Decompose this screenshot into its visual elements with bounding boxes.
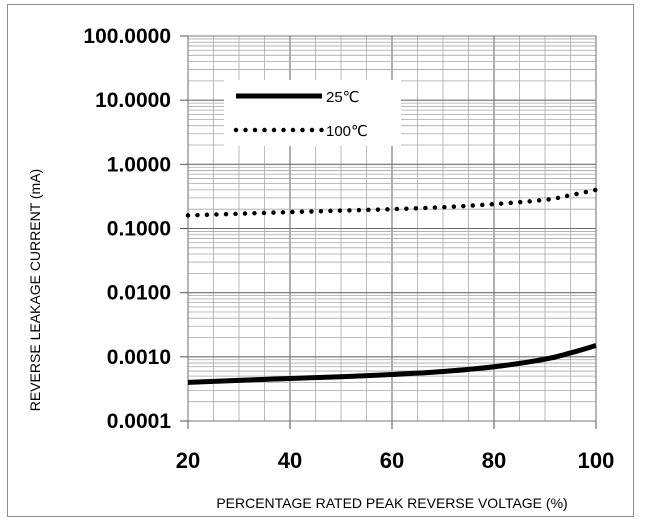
y-tick-labels: 0.0001 0.0010 0.0100 0.1000 1.0000 10.0000 100… (83, 25, 171, 433)
x-tick-label: 20 (176, 448, 200, 473)
legend-label: 100℃ (326, 123, 368, 140)
x-tick-labels: 20 40 60 80 100 (176, 448, 615, 473)
x-tick-label: 100 (578, 448, 615, 473)
x-tick-label: 60 (380, 448, 404, 473)
legend-label: 25℃ (326, 89, 360, 106)
x-tick-label: 40 (278, 448, 302, 473)
y-tick-label: 0.0001 (107, 410, 172, 433)
y-tick-label: 100.0000 (83, 25, 171, 48)
chart-frame (7, 4, 634, 517)
legend: 25℃ 100℃ (224, 80, 401, 146)
y-tick-label: 0.0010 (107, 346, 171, 369)
y-tick-label: 0.1000 (107, 218, 171, 241)
y-tick-label: 10.0000 (95, 89, 171, 112)
y-tick-label: 1.0000 (107, 153, 171, 176)
plot-area-border (180, 35, 597, 429)
series-layer (185, 187, 599, 385)
y-axis-title: REVERSE LEAKAGE CURRENT (mA) (27, 169, 43, 411)
x-tick-label: 80 (482, 448, 506, 473)
y-tick-label: 0.0100 (107, 282, 171, 305)
legend-box (224, 80, 401, 146)
x-axis-title: PERCENTAGE RATED PEAK REVERSE VOLTAGE (%… (216, 495, 567, 511)
series-line-0 (187, 343, 597, 385)
series-line-1 (185, 187, 599, 218)
